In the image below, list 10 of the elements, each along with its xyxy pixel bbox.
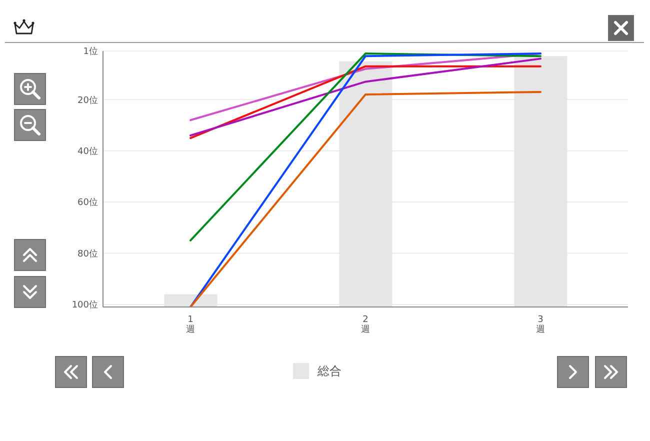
y-tick-label: 20位 — [78, 94, 98, 106]
x-tick-label: 3 週 — [536, 314, 545, 336]
y-tick-label: 100位 — [72, 300, 98, 311]
y-tick-label: 80位 — [78, 248, 98, 260]
x-tick-label: 2 週 — [361, 314, 370, 336]
y-tick-label: 60位 — [78, 197, 98, 208]
x-tick-label: 1 週 — [186, 314, 195, 336]
y-tick-label: 1位 — [83, 46, 98, 58]
y-tick-label: 40位 — [78, 146, 98, 158]
legend-label: 総合 — [318, 362, 342, 380]
